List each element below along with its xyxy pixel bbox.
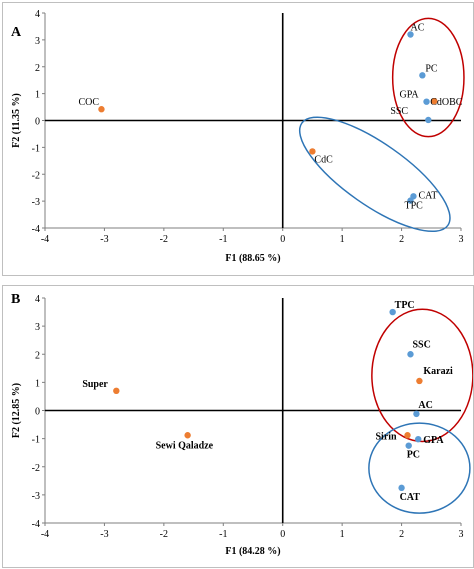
point-label: Super — [82, 379, 108, 390]
x-tick-label: 0 — [280, 234, 285, 245]
data-point — [398, 484, 405, 492]
x-axis-title: F1 (88.65 %) — [225, 253, 280, 264]
y-tick-label: 4 — [35, 9, 40, 20]
point-label: CAT — [418, 190, 437, 201]
data-point — [407, 197, 414, 204]
point-label: CAT — [400, 492, 421, 503]
x-tick-label: -2 — [160, 529, 168, 540]
data-point — [416, 377, 423, 385]
x-tick-label: 1 — [340, 529, 345, 540]
panel-label-a: A — [11, 25, 22, 40]
point-label: CdOBC — [430, 97, 463, 108]
y-tick-label: -2 — [32, 463, 40, 474]
x-tick-label: 2 — [399, 529, 404, 540]
data-point — [184, 432, 191, 439]
x-tick-label: -1 — [219, 529, 227, 540]
data-point — [113, 387, 120, 395]
y-tick-label: -1 — [32, 435, 40, 446]
cluster-ellipse — [368, 422, 471, 514]
y-axis-title: F2 (12.85 %) — [11, 383, 22, 438]
cluster-ellipse — [371, 308, 473, 443]
point-label: PC — [407, 450, 420, 461]
data-point — [413, 410, 420, 418]
data-point — [415, 435, 422, 443]
data-point — [407, 31, 414, 38]
data-point — [407, 351, 414, 358]
point-label: Sewi Qaladze — [156, 440, 214, 451]
data-point — [309, 148, 316, 155]
y-tick-label: 4 — [35, 294, 40, 305]
data-point — [405, 442, 412, 449]
y-tick-label: 3 — [35, 36, 40, 47]
cluster-ellipse — [298, 116, 451, 233]
data-point — [389, 308, 396, 316]
point-label: TPC — [404, 201, 423, 212]
point-label: COC — [78, 97, 99, 108]
y-tick-label: 0 — [35, 407, 40, 418]
x-tick-label: -3 — [100, 234, 108, 245]
panel-label-b: B — [11, 292, 21, 307]
x-tick-label: 1 — [340, 234, 345, 245]
x-tick-label: -2 — [160, 234, 168, 245]
y-tick-label: -4 — [32, 519, 40, 530]
point-label: AC — [418, 400, 432, 411]
point-label: SSC — [412, 339, 430, 350]
x-tick-label: 3 — [459, 234, 464, 245]
point-label: GPA — [400, 90, 420, 101]
y-tick-label: -4 — [32, 224, 40, 235]
point-label: TPC — [395, 300, 415, 311]
cluster-ellipse — [391, 17, 465, 138]
x-tick-label: -1 — [219, 234, 227, 245]
data-point — [431, 97, 438, 105]
point-label: Sirin — [376, 431, 398, 442]
scatter-plot-a: -4 -3 -2 -1 0 1 2 3 -4 -3 -2 -1 0 1 2 3 4 F1 (88.65 %) F2 … — [11, 9, 465, 264]
point-label: PC — [425, 63, 438, 74]
y-tick-label: 3 — [35, 322, 40, 333]
point-label: SSC — [390, 106, 408, 117]
y-tick-label: -2 — [32, 170, 40, 181]
y-tick-label: -3 — [32, 197, 40, 208]
x-tick-label: 3 — [459, 529, 464, 540]
data-point — [419, 72, 426, 79]
y-tick-label: 1 — [35, 378, 40, 389]
y-tick-label: -1 — [32, 143, 40, 154]
x-tick-label: 0 — [280, 529, 285, 540]
data-point — [425, 116, 432, 124]
data-point — [404, 432, 411, 439]
x-tick-label: -3 — [100, 529, 108, 540]
x-tick-label: 2 — [399, 234, 404, 245]
y-tick-label: -3 — [32, 491, 40, 502]
x-axis-title: F1 (84.28 %) — [225, 546, 280, 557]
chart-panel-b: B -4 -3 -2 -1 0 1 2 3 -4 -3 -2 -1 0 1 2 3 4 F1 (84.28 %) F… — [2, 285, 474, 568]
y-tick-label: 1 — [35, 90, 40, 101]
y-tick-label: 2 — [35, 63, 40, 74]
point-label: CdC — [314, 154, 333, 165]
y-tick-label: 0 — [35, 117, 40, 128]
data-point — [423, 98, 430, 105]
chart-panel-a: A -4 -3 -2 -1 0 1 2 3 -4 -3 -2 -1 0 1 2 3 4 F1 (88.65 %) F… — [2, 2, 474, 276]
x-tick-label: -4 — [41, 234, 49, 245]
point-label: GPA — [423, 435, 444, 446]
y-axis-title: F2 (11.35 %) — [11, 93, 22, 148]
x-tick-label: -4 — [41, 529, 49, 540]
y-tick-label: 2 — [35, 350, 40, 361]
data-point — [98, 106, 105, 113]
scatter-plot-b: -4 -3 -2 -1 0 1 2 3 -4 -3 -2 -1 0 1 2 3 4 F1 (84.28 %) F2 … — [11, 294, 473, 557]
point-label: AC — [410, 23, 424, 34]
point-label: Karazi — [423, 366, 453, 377]
